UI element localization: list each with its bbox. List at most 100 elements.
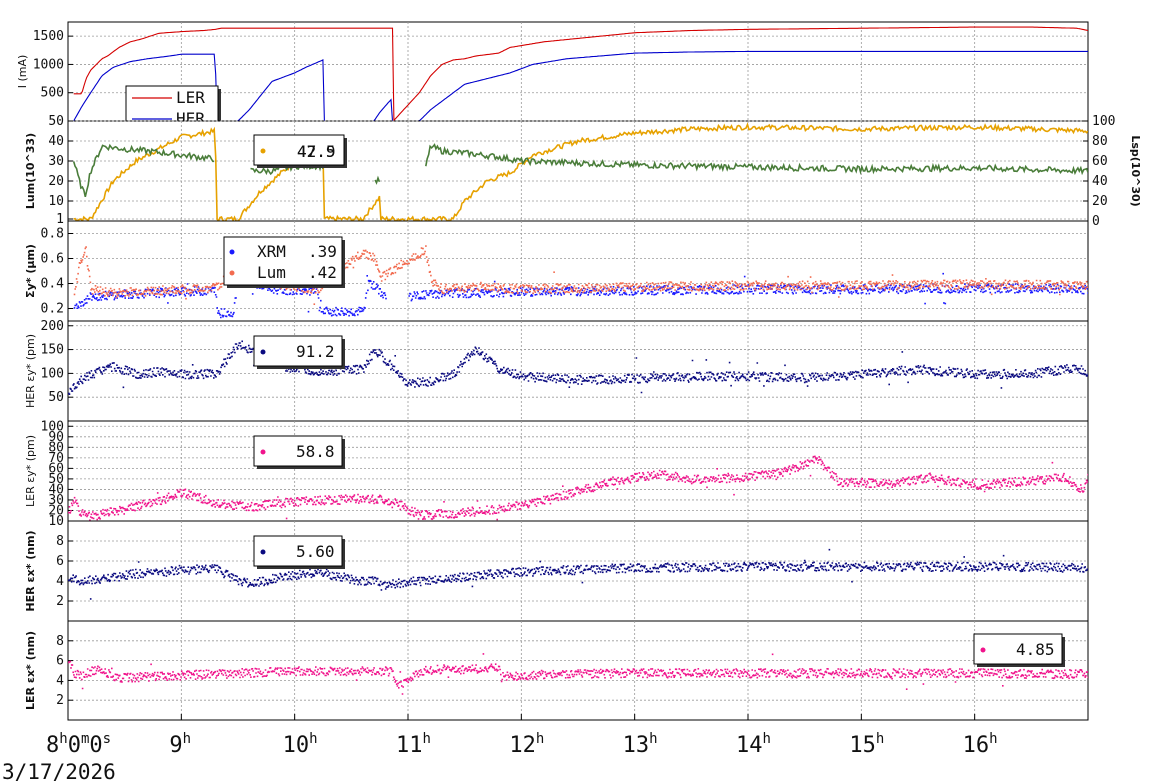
panel-3: 0.2 0.4 0.6 0.8 Σy* (µm) XRM .39 Lum .42 <box>24 220 1089 322</box>
legend-box <box>253 134 345 166</box>
y-tick-label: 200 <box>41 319 64 334</box>
y2-tick-label: 80 <box>1092 134 1108 149</box>
y2-tick-label: 0 <box>1092 214 1100 229</box>
y-tick-label: 6 <box>56 554 64 569</box>
legend-marker <box>980 647 986 653</box>
y-tick-label: 150 <box>41 343 64 358</box>
series-group <box>72 122 1088 221</box>
y-tick-label: 4 <box>56 673 64 688</box>
legend-value: 47.9 <box>297 142 336 161</box>
y-tick-label: 80 <box>48 440 64 455</box>
y-tick-label: 100 <box>41 419 64 434</box>
legend-marker <box>260 549 266 555</box>
legend-label: XRM <box>257 242 286 261</box>
y-tick-label: 1000 <box>33 57 64 72</box>
x-tick-label: 13h <box>623 731 658 758</box>
y-axis-label: LER εx* (nm) <box>24 631 37 710</box>
y-tick-label: 70 <box>48 451 64 466</box>
y-axis-label: LER εy* (pm) <box>24 435 37 507</box>
legend-value: 91.2 <box>296 342 335 361</box>
y2-tick-label: 20 <box>1092 194 1108 209</box>
y-tick-label: 2 <box>56 594 64 609</box>
series-group <box>68 455 1088 521</box>
y-tick-label: 1 <box>56 212 64 227</box>
series-group <box>68 548 1088 600</box>
y-axis-label: HER εx* (nm) <box>24 530 37 611</box>
legend-value: 58.8 <box>296 442 335 461</box>
y-tick-label: 100 <box>41 366 64 381</box>
series-line-ler <box>73 26 1088 121</box>
legend-value: .42 <box>308 263 337 282</box>
legend-box <box>253 435 343 467</box>
y-tick-label: 4 <box>56 574 64 589</box>
y-axis-label: Σy* (µm) <box>24 244 37 298</box>
x-tick-label: 14h <box>736 731 771 758</box>
y-tick-label: 10 <box>48 194 64 209</box>
panel-7: 2 4 6 8 LER εx* (nm) 4.85 <box>24 620 1089 721</box>
legend-box <box>253 335 343 367</box>
series-group <box>73 26 1088 121</box>
series-points-xrm <box>73 272 1088 319</box>
y-tick-label: 40 <box>48 134 64 149</box>
legend-marker <box>260 349 266 355</box>
y2-axis-label: Lsp(10^30) <box>1129 135 1142 206</box>
panel-2: 1 10 20 30 40 50 Lum(10^33) 0 20 40 60 80 100 Lsp(10^… <box>24 114 1142 229</box>
x-tick-label: 16h <box>963 731 998 758</box>
legend-marker <box>260 148 266 154</box>
series-points-her <box>68 548 1088 600</box>
legend-marker <box>229 249 235 255</box>
x-tick-label: 12h <box>509 731 544 758</box>
series-points-ler <box>68 455 1088 521</box>
y-tick-label: 50 <box>48 390 64 405</box>
legend-marker <box>260 449 266 455</box>
y-tick-label: 20 <box>48 503 64 518</box>
panel-6: 2 4 6 8 HER εx* (nm) 5.60 <box>24 520 1089 622</box>
legend-box <box>223 236 343 286</box>
legend-label: Lum <box>257 263 286 282</box>
legend-box <box>973 633 1063 665</box>
y-tick-label: 1500 <box>33 29 64 44</box>
y-tick-label: 500 <box>41 86 64 101</box>
legend-value: .39 <box>308 242 337 261</box>
x-tick-label: 10h <box>283 731 318 758</box>
y-tick-label: 6 <box>56 654 64 669</box>
y-tick-label: 8 <box>56 534 64 549</box>
y-tick-label: 0.8 <box>41 227 64 242</box>
x-tick-label: 11h <box>396 731 431 758</box>
y-tick-label: 90 <box>48 430 64 445</box>
y-axis-label: I (mA) <box>16 55 29 89</box>
y-tick-label: 8 <box>56 634 64 649</box>
y-tick-label: 0.4 <box>41 277 65 292</box>
x-tick-label: 15h <box>849 731 884 758</box>
date-label: 3/17/2026 <box>2 760 116 782</box>
series-group <box>73 245 1088 319</box>
y2-tick-label: 60 <box>1092 154 1108 169</box>
y-tick-label: 50 <box>48 472 64 487</box>
y-tick-label: 0.2 <box>41 302 64 317</box>
y-axis-label: HER εy* (pm) <box>24 334 37 408</box>
plot-frame <box>67 320 1089 422</box>
legend-marker <box>229 270 235 276</box>
series-group <box>68 340 1088 395</box>
y-tick-label: 30 <box>48 493 64 508</box>
y2-tick-label: 40 <box>1092 174 1108 189</box>
y-tick-label: 0.6 <box>41 252 64 267</box>
y-tick-label: 10 <box>48 514 64 529</box>
series-points-her <box>68 340 1088 395</box>
series-line-her <box>73 50 1088 121</box>
legend-value: 5.60 <box>296 542 335 561</box>
y-tick-label: 40 <box>48 482 64 497</box>
x-tick-label: 8h0m0s <box>46 731 111 758</box>
plot-frame <box>67 220 1089 322</box>
plot-frame <box>67 120 1089 222</box>
y-tick-label: 20 <box>48 174 64 189</box>
legend-label: LER <box>176 88 205 107</box>
legend-value: 4.85 <box>1016 640 1055 659</box>
y-tick-label: 30 <box>48 154 64 169</box>
y-tick-label: 50 <box>48 114 64 129</box>
y2-tick-label: 100 <box>1092 114 1115 129</box>
legend-box <box>253 535 343 567</box>
